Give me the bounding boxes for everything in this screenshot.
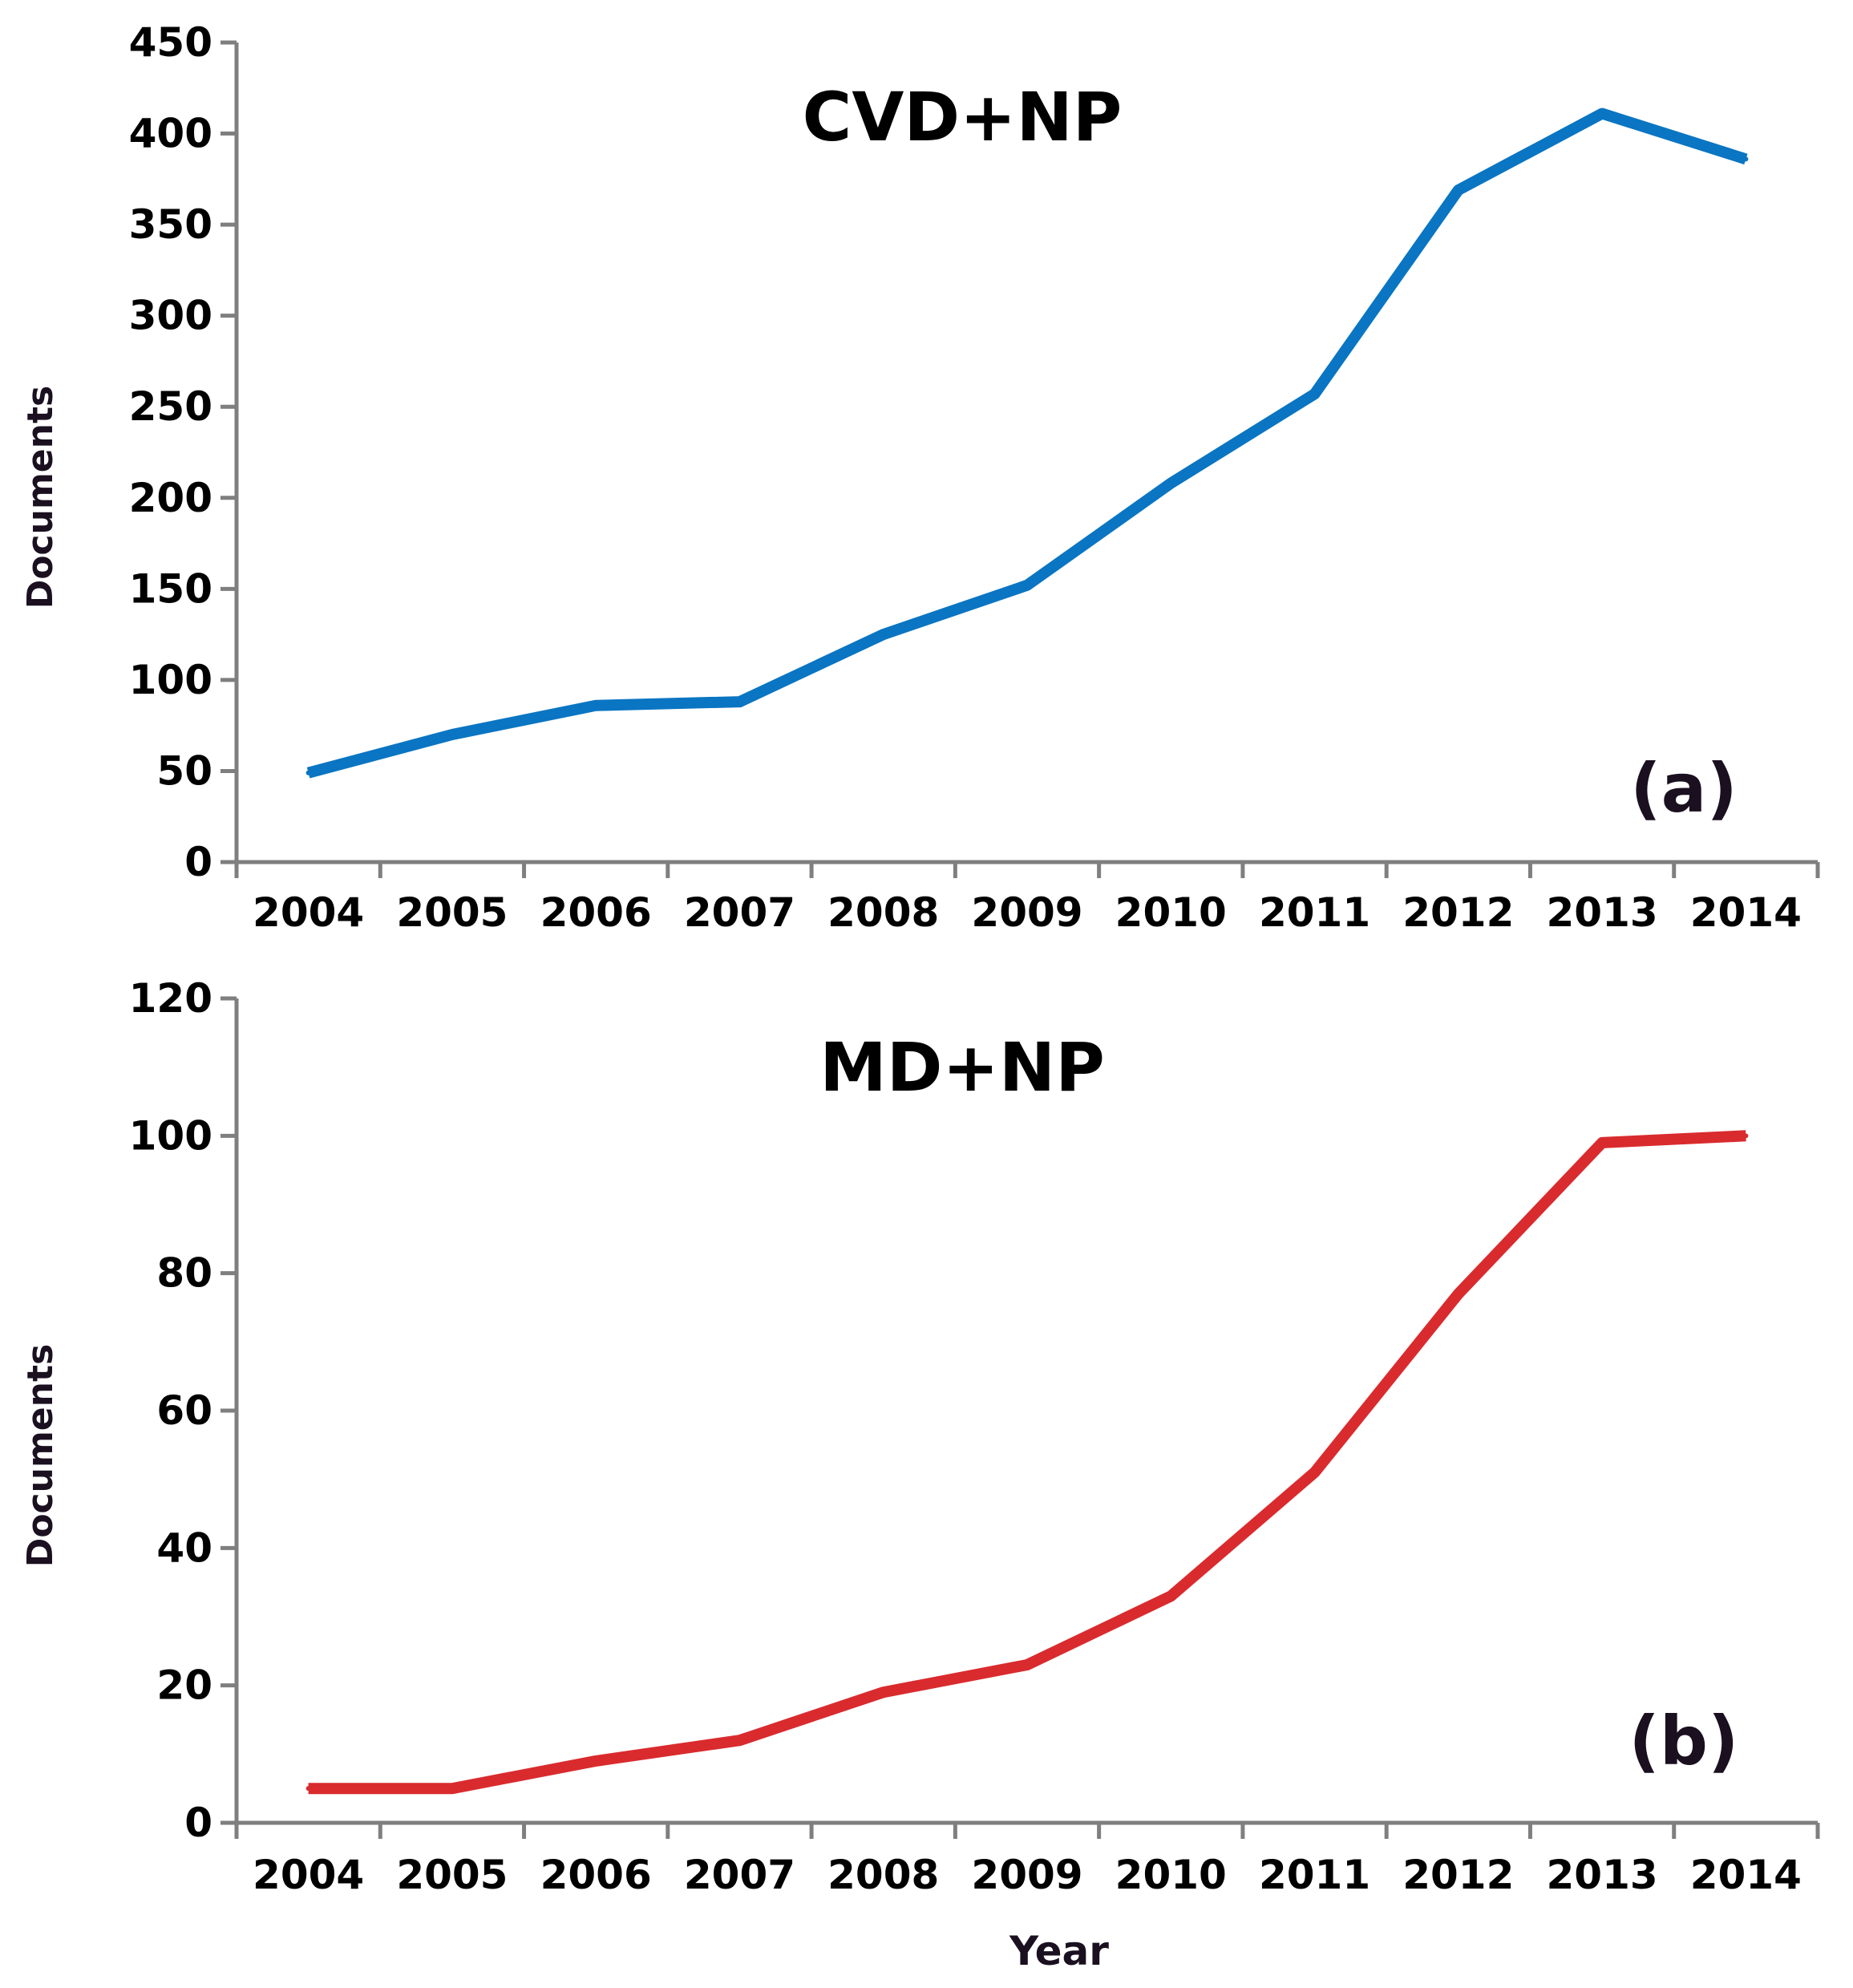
y-tick-label: 60 (156, 1387, 212, 1434)
data-point (1600, 111, 1605, 116)
y-axis-label: Documents (20, 386, 61, 609)
x-tick-label: 2006 (540, 1852, 652, 1898)
data-point (593, 702, 599, 708)
y-tick-label: 300 (129, 293, 212, 339)
panel-b-md-np: 0 20 40 60 80 100 120 2004 2005 2006 2007 2008 2009 2… (20, 975, 1820, 1974)
data-point (880, 632, 886, 638)
y-tick-label: 100 (129, 1112, 212, 1159)
x-tick-label: 2012 (1402, 1852, 1514, 1898)
y-tick-label: 150 (129, 565, 212, 612)
x-tick-label: 2014 (1690, 889, 1802, 936)
y-tick-label: 100 (129, 657, 212, 703)
y-tick-label: 80 (156, 1250, 212, 1297)
y-tick-label: 120 (129, 975, 212, 1022)
x-tick-label: 2004 (253, 1852, 364, 1898)
x-axis-label: Year (1009, 1928, 1109, 1974)
data-point (449, 1786, 455, 1792)
panel-label: (b) (1629, 1702, 1739, 1780)
data-point (1312, 1470, 1317, 1476)
y-tick-label: 250 (129, 383, 212, 430)
chart-title: MD+NP (819, 1028, 1105, 1107)
data-point (1168, 1593, 1174, 1599)
y-tick-label: 350 (129, 201, 212, 248)
x-tick-label: 2014 (1690, 1852, 1802, 1898)
data-point (1743, 1133, 1749, 1139)
data-point (1455, 1291, 1461, 1297)
y-axis-label: Documents (20, 1344, 61, 1567)
data-point (880, 1690, 886, 1695)
x-tick-label: 2007 (684, 889, 795, 936)
data-point (1743, 156, 1749, 162)
data-point (449, 732, 455, 738)
x-tick-label: 2009 (971, 889, 1082, 936)
data-point (1600, 1140, 1605, 1145)
data-point (305, 1786, 311, 1792)
x-tick-label: 2007 (684, 1852, 795, 1898)
data-point (1168, 480, 1174, 486)
x-tick-label: 2005 (396, 889, 508, 936)
x-tick-label: 2004 (253, 889, 364, 936)
chart-title: CVD+NP (803, 78, 1123, 156)
y-tick-label: 0 (184, 839, 212, 885)
x-tick-label: 2005 (396, 1852, 508, 1898)
data-point (737, 699, 742, 705)
data-point (737, 1738, 742, 1743)
x-tick-label: 2006 (540, 889, 652, 936)
y-tick-label: 40 (156, 1524, 212, 1571)
y-tick-label: 50 (156, 747, 212, 794)
y-tick-label: 0 (184, 1800, 212, 1846)
data-point (1312, 391, 1317, 397)
data-point (1025, 1662, 1030, 1667)
y-tick-label: 200 (129, 475, 212, 521)
y-tick-label: 400 (129, 111, 212, 157)
x-tick-label: 2008 (827, 889, 939, 936)
x-tick-label: 2010 (1115, 889, 1227, 936)
x-tick-label: 2013 (1547, 1852, 1658, 1898)
x-tick-label: 2011 (1259, 1852, 1370, 1898)
data-point (1025, 582, 1030, 588)
y-tick-label: 450 (129, 19, 212, 66)
data-point (305, 770, 311, 775)
y-tick-label: 20 (156, 1662, 212, 1709)
x-tick-label: 2009 (971, 1852, 1082, 1898)
x-tick-label: 2011 (1259, 889, 1370, 936)
panel-label: (a) (1630, 749, 1737, 828)
x-tick-label: 2012 (1402, 889, 1514, 936)
data-point (1455, 187, 1461, 192)
x-tick-label: 2013 (1547, 889, 1658, 936)
x-tick-label: 2010 (1115, 1852, 1227, 1898)
data-point (593, 1758, 599, 1763)
x-tick-label: 2008 (827, 1852, 939, 1898)
panel-a-cvd-np: 0 50 100 150 200 250 300 350 400 450 2004 2005 2006 2… (20, 19, 1820, 936)
